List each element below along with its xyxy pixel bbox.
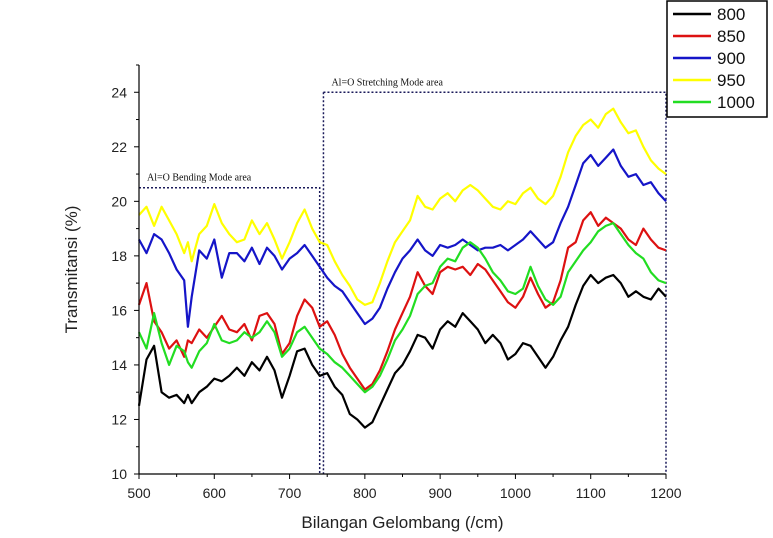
legend-label-800: 800 bbox=[717, 5, 745, 24]
axes-layer bbox=[138, 65, 666, 475]
annotation-layer: Al=O Bending Mode area Al=O Stretching Mo… bbox=[139, 77, 667, 474]
x-tick-label: 1200 bbox=[650, 485, 681, 501]
x-tick-label: 600 bbox=[203, 485, 227, 501]
annotation-region-line bbox=[323, 91, 667, 474]
x-tick-label: 1100 bbox=[576, 485, 606, 501]
x-axis-title: Bilangan Gelombang (/cm) bbox=[301, 513, 503, 532]
x-tick-label: 1000 bbox=[500, 485, 531, 501]
series-line-800 bbox=[137, 273, 667, 429]
x-tick-label: 700 bbox=[278, 485, 302, 501]
y-axis-title: Transmitansi (%) bbox=[62, 206, 81, 334]
legend-label-1000: 1000 bbox=[717, 93, 755, 112]
y-tick-label: 18 bbox=[111, 248, 127, 264]
series-line-900 bbox=[138, 148, 667, 328]
series-line-850 bbox=[137, 211, 667, 391]
y-tick-label: 10 bbox=[111, 466, 127, 482]
y-tick-label: 24 bbox=[111, 84, 127, 100]
series-line-1000 bbox=[137, 222, 667, 394]
y-tick-label: 14 bbox=[111, 357, 127, 373]
x-ticks: 500 600 700 800 900 1000 1100 1200 bbox=[127, 474, 682, 501]
y-tick-label: 20 bbox=[111, 193, 127, 209]
y-tick-label: 22 bbox=[111, 139, 127, 155]
x-tick-label: 900 bbox=[428, 485, 452, 501]
legend: 800 850 900 950 1000 bbox=[666, 0, 768, 118]
annotation-label: Al=O Stretching Mode area bbox=[331, 77, 443, 88]
y-ticks: 10 12 14 16 18 20 22 24 bbox=[111, 64, 139, 482]
legend-label-900: 900 bbox=[717, 49, 745, 68]
legend-label-950: 950 bbox=[717, 71, 745, 90]
y-tick-label: 12 bbox=[111, 411, 127, 427]
series-layer bbox=[137, 107, 667, 429]
series-line-950 bbox=[138, 107, 667, 306]
legend-label-850: 850 bbox=[717, 27, 745, 46]
x-tick-label: 800 bbox=[353, 485, 377, 501]
annotation-label: Al=O Bending Mode area bbox=[147, 173, 252, 184]
y-tick-label: 16 bbox=[111, 302, 127, 318]
x-tick-label: 500 bbox=[127, 485, 151, 501]
annotation-region-line bbox=[139, 186, 321, 474]
